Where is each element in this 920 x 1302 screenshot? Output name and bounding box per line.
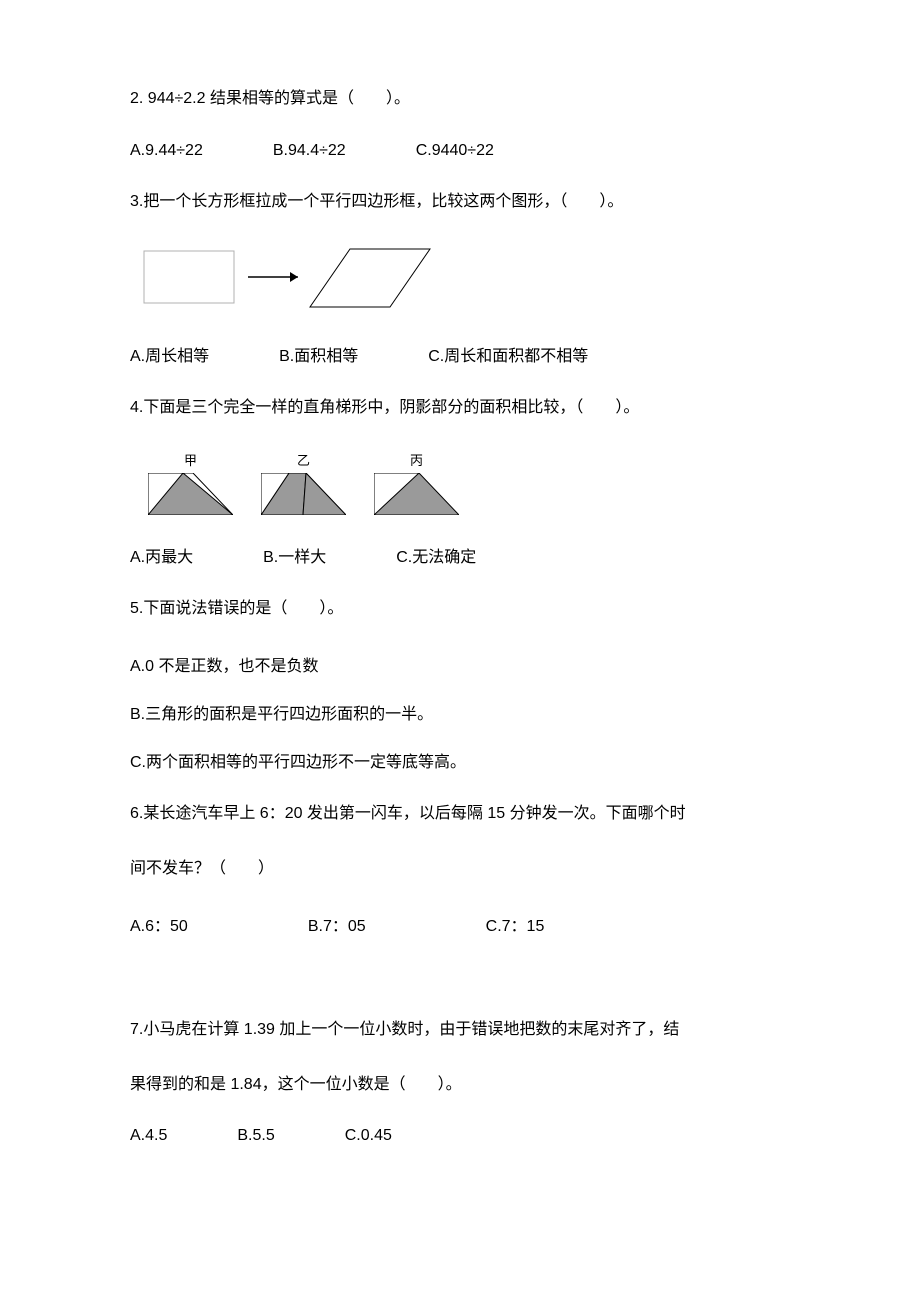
q4-options: A.丙最大 B.一样大 C.无法确定	[130, 543, 790, 567]
q7-line2: 果得到的和是 1.84，这个一位小数是（ ）。	[130, 1071, 790, 1100]
trapezoid-yi	[261, 473, 346, 515]
q4-option-c: C.无法确定	[396, 543, 476, 567]
q6-line1: 6.某长途汽车早上 6：20 发出第一闪车，以后每隔 15 分钟发一次。下面哪个…	[130, 805, 686, 822]
parallelogram-shape	[310, 249, 430, 307]
q2-options: A.9.44÷22 B.94.4÷22 C.9440÷22	[130, 142, 790, 160]
shade-yi-2	[303, 473, 346, 515]
q2-option-b: B.94.4÷22	[273, 142, 346, 160]
q6-option-b: B.7：05	[308, 912, 366, 936]
q6-options: A.6：50 B.7：05 C.7：15	[130, 912, 790, 936]
q3-text: 3.把一个长方形框拉成一个平行四边形框，比较这两个图形，（ ）。	[130, 193, 623, 210]
q5-option-b: B.三角形的面积是平行四边形面积的一半。	[130, 700, 790, 724]
q7-option-b: B.5.5	[237, 1127, 274, 1145]
rectangle-shape	[144, 251, 234, 303]
q4-text: 4.下面是三个完全一样的直角梯形中，阴影部分的面积相比较，（ ）。	[130, 399, 639, 416]
q4-label-jia: 甲	[184, 450, 197, 469]
q6-line2: 间不发车？（ ）	[130, 855, 790, 884]
question-4: 4.下面是三个完全一样的直角梯形中，阴影部分的面积相比较，（ ）。	[130, 394, 790, 423]
q6-option-c: C.7：15	[486, 912, 545, 936]
q7-option-c: C.0.45	[345, 1127, 392, 1145]
question-5: 5.下面说法错误的是（ ）。	[130, 595, 790, 624]
q7-line1: 7.小马虎在计算 1.39 加上一个一位小数时，由于错误地把数的末尾对齐了，结	[130, 1021, 679, 1038]
trapezoid-jia	[148, 473, 233, 515]
q7-option-a: A.4.5	[130, 1127, 167, 1145]
shade-jia	[148, 473, 233, 515]
q3-option-c: C.周长和面积都不相等	[428, 342, 588, 366]
q4-item-bing: 丙	[374, 450, 459, 515]
q6-option-a: A.6：50	[130, 912, 188, 936]
trapezoid-bing	[374, 473, 459, 515]
q4-option-b: B.一样大	[263, 543, 326, 567]
q4-label-bing: 丙	[410, 450, 423, 469]
q3-svg	[140, 245, 440, 309]
spacer	[130, 986, 790, 1016]
q5-text: 5.下面说法错误的是（ ）。	[130, 600, 343, 617]
q2-option-a: A.9.44÷22	[130, 142, 203, 160]
arrow-head	[290, 272, 298, 282]
q3-options: A.周长相等 B.面积相等 C.周长和面积都不相等	[130, 342, 790, 366]
q4-figure: 甲 乙 丙	[148, 450, 790, 515]
question-7: 7.小马虎在计算 1.39 加上一个一位小数时，由于错误地把数的末尾对齐了，结 …	[130, 1016, 790, 1100]
q4-item-yi: 乙	[261, 450, 346, 515]
q3-figure	[140, 245, 790, 314]
q3-option-b: B.面积相等	[279, 342, 358, 366]
q7-options: A.4.5 B.5.5 C.0.45	[130, 1127, 790, 1145]
q4-option-a: A.丙最大	[130, 543, 193, 567]
q3-option-a: A.周长相等	[130, 342, 209, 366]
question-2: 2. 944÷2.2 结果相等的算式是（ ）。	[130, 85, 790, 114]
question-6: 6.某长途汽车早上 6：20 发出第一闪车，以后每隔 15 分钟发一次。下面哪个…	[130, 800, 790, 884]
question-3: 3.把一个长方形框拉成一个平行四边形框，比较这两个图形，（ ）。	[130, 188, 790, 217]
q4-label-yi: 乙	[297, 450, 310, 469]
q4-item-jia: 甲	[148, 450, 233, 515]
q2-text: 2. 944÷2.2 结果相等的算式是（ ）。	[130, 90, 410, 107]
q5-option-a: A.0 不是正数，也不是负数	[130, 652, 790, 676]
q2-option-c: C.9440÷22	[416, 142, 494, 160]
q5-options: A.0 不是正数，也不是负数 B.三角形的面积是平行四边形面积的一半。 C.两个…	[130, 652, 790, 772]
q5-option-c: C.两个面积相等的平行四边形不一定等底等高。	[130, 748, 790, 772]
